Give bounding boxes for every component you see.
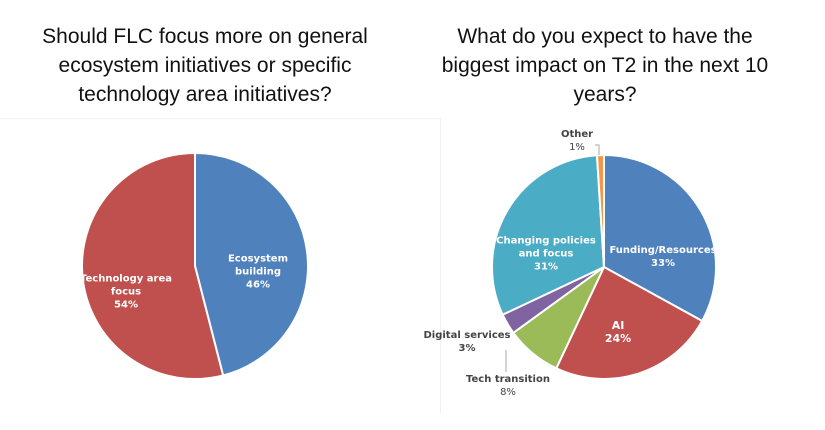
- chart1-title: Should FLC focus more on general ecosyst…: [42, 25, 368, 106]
- pie-slice-technology-area-focus: [81, 151, 225, 380]
- slice-label-ecosystem: Ecosystem building 46%: [227, 253, 289, 291]
- chart2-title: What do you expect to have the biggest i…: [441, 25, 769, 106]
- pie-slice-funding-resources: [603, 153, 717, 323]
- slice-label-technology: Technology area focus 54%: [80, 273, 172, 311]
- pie-slice-changing-policies-and-focus: [491, 154, 606, 317]
- leader-line: [595, 144, 600, 155]
- slice-label-changing-policies: Changing policies and focus 31%: [496, 235, 596, 273]
- slice-label-funding: Funding/Resources 33%: [609, 245, 717, 269]
- slice-label-ai: AI 24%: [604, 319, 632, 345]
- pie-slice-other: [595, 153, 605, 268]
- pie-slice-ai: [554, 265, 704, 380]
- pie-slice-ecosystem-building: [194, 151, 309, 377]
- slice-label-other: Other 1%: [560, 129, 594, 153]
- slice-label-tech-transition: Tech transition 8%: [466, 374, 550, 398]
- slice-label-digital-services: Digital services 3%: [423, 330, 511, 354]
